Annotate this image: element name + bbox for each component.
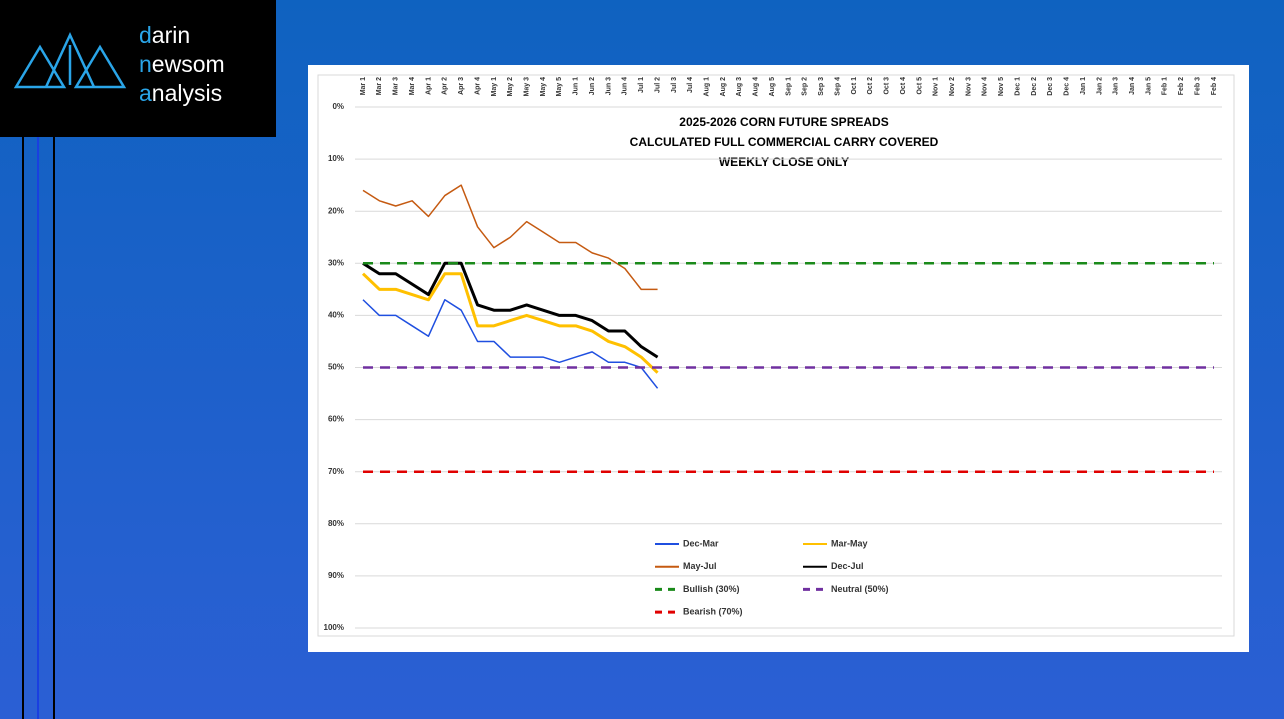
x-tick-label: Dec 1 bbox=[1014, 77, 1021, 96]
legend-label: Bearish (70%) bbox=[683, 606, 743, 616]
chart: 2025-2026 CORN FUTURE SPREADS CALCULATED … bbox=[317, 74, 1235, 637]
plot-border bbox=[317, 74, 1235, 637]
series-line bbox=[361, 272, 659, 374]
x-tick-label: Sep 4 bbox=[834, 77, 841, 96]
x-tick-label: Sep 1 bbox=[785, 77, 792, 96]
x-tick-label: Jul 1 bbox=[638, 77, 645, 93]
x-tick-label: Mar 3 bbox=[393, 77, 400, 95]
x-tick-label: Apr 4 bbox=[474, 77, 481, 95]
decor-line bbox=[53, 137, 55, 719]
x-tick-label: Jun 4 bbox=[622, 77, 629, 95]
x-tick-label: Jan 4 bbox=[1129, 77, 1136, 95]
chart-title: 2025-2026 CORN FUTURE SPREADS bbox=[679, 115, 888, 129]
y-tick-label: 10% bbox=[328, 154, 344, 163]
x-tick-label: Feb 2 bbox=[1178, 77, 1185, 95]
logo: darin newsom analysis bbox=[0, 0, 276, 137]
x-tick-label: Jun 2 bbox=[589, 77, 596, 95]
decor-line bbox=[22, 137, 24, 719]
y-tick-label: 50% bbox=[328, 363, 344, 372]
series-line bbox=[362, 184, 658, 291]
x-tick-label: May 1 bbox=[491, 77, 498, 97]
logo-icon bbox=[13, 32, 127, 89]
y-tick-label: 20% bbox=[328, 206, 344, 215]
x-tick-label: Mar 4 bbox=[409, 77, 416, 95]
x-tick-label: Mar 2 bbox=[376, 77, 383, 95]
legend-label: Dec-Jul bbox=[831, 561, 864, 571]
x-tick-label: Oct 4 bbox=[900, 77, 907, 95]
decor-line bbox=[37, 137, 39, 719]
x-tick-label: Sep 2 bbox=[802, 77, 809, 96]
legend-label: Neutral (50%) bbox=[831, 584, 889, 594]
logo-word: darin bbox=[139, 22, 191, 48]
x-tick-label: Apr 1 bbox=[425, 77, 432, 95]
x-tick-label: Jul 2 bbox=[654, 77, 661, 93]
y-tick-label: 80% bbox=[328, 519, 344, 528]
x-tick-label: Apr 2 bbox=[442, 77, 449, 95]
x-tick-label: Oct 2 bbox=[867, 77, 874, 95]
y-tick-label: 70% bbox=[328, 467, 344, 476]
logo-word: newsom bbox=[139, 51, 225, 77]
x-tick-label: May 2 bbox=[507, 77, 514, 97]
x-tick-label: May 5 bbox=[556, 77, 563, 97]
x-tick-label: Dec 2 bbox=[1031, 77, 1038, 96]
x-tick-label: Jan 1 bbox=[1080, 77, 1087, 95]
x-tick-label: Jan 3 bbox=[1113, 77, 1120, 95]
x-tick-label: Oct 1 bbox=[851, 77, 858, 95]
x-tick-label: Feb 4 bbox=[1211, 77, 1218, 95]
x-tick-label: Nov 3 bbox=[965, 77, 972, 96]
x-tick-label: Sep 3 bbox=[818, 77, 825, 96]
x-tick-label: Nov 2 bbox=[949, 77, 956, 96]
x-tick-label: Jan 5 bbox=[1145, 77, 1152, 95]
x-tick-label: Oct 3 bbox=[884, 77, 891, 95]
x-tick-label: May 4 bbox=[540, 77, 547, 97]
x-tick-label: Jul 4 bbox=[687, 77, 694, 93]
x-tick-label: Dec 3 bbox=[1047, 77, 1054, 96]
y-tick-label: 0% bbox=[332, 102, 344, 111]
x-tick-label: Mar 1 bbox=[360, 77, 367, 95]
x-tick-label: Aug 5 bbox=[769, 77, 776, 97]
x-tick-label: Aug 2 bbox=[720, 77, 727, 97]
x-tick-label: Feb 3 bbox=[1194, 77, 1201, 95]
x-tick-label: Jan 2 bbox=[1096, 77, 1103, 95]
y-tick-label: 90% bbox=[328, 571, 344, 580]
chart-card: 2025-2026 CORN FUTURE SPREADS CALCULATED … bbox=[308, 65, 1249, 652]
chart-title: WEEKLY CLOSE ONLY bbox=[719, 155, 849, 169]
x-tick-label: Oct 5 bbox=[916, 77, 923, 95]
y-tick-label: 60% bbox=[328, 415, 344, 424]
x-tick-label: Dec 4 bbox=[1064, 77, 1071, 96]
legend-label: Mar-May bbox=[831, 538, 868, 548]
x-tick-label: Jun 3 bbox=[605, 77, 612, 95]
x-tick-label: Aug 4 bbox=[753, 77, 760, 97]
x-tick-label: May 3 bbox=[523, 77, 530, 97]
legend-label: Dec-Mar bbox=[683, 538, 719, 548]
chart-title: CALCULATED FULL COMMERCIAL CARRY COVERED bbox=[630, 135, 939, 149]
x-tick-label: Apr 3 bbox=[458, 77, 465, 95]
x-tick-label: Nov 4 bbox=[982, 77, 989, 96]
y-tick-label: 100% bbox=[324, 623, 344, 632]
x-tick-label: Feb 1 bbox=[1162, 77, 1169, 95]
x-tick-label: Jul 3 bbox=[671, 77, 678, 93]
series-line bbox=[362, 261, 659, 359]
x-tick-label: Nov 1 bbox=[933, 77, 940, 96]
x-tick-label: Jun 1 bbox=[573, 77, 580, 95]
legend-label: May-Jul bbox=[683, 561, 717, 571]
x-tick-label: Nov 5 bbox=[998, 77, 1005, 96]
x-tick-label: Aug 1 bbox=[704, 77, 711, 97]
y-tick-label: 30% bbox=[328, 258, 344, 267]
series-line bbox=[362, 299, 659, 389]
legend-label: Bullish (30%) bbox=[683, 584, 740, 594]
y-tick-label: 40% bbox=[328, 311, 344, 320]
x-tick-label: Aug 3 bbox=[736, 77, 743, 97]
logo-word: analysis bbox=[139, 80, 223, 106]
